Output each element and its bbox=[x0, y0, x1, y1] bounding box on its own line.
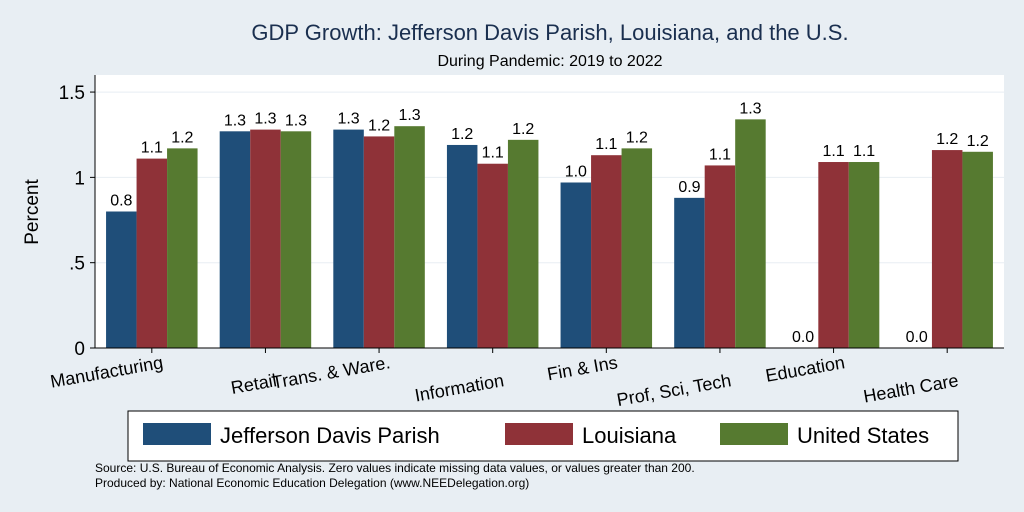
data-label-jefferson-davis-parish-information: 1.2 bbox=[451, 126, 473, 143]
data-label-louisiana-information: 1.1 bbox=[482, 145, 504, 162]
bar-united-states-fin-ins bbox=[621, 148, 653, 348]
bars bbox=[106, 119, 993, 348]
data-label-louisiana-health-care: 1.2 bbox=[936, 131, 958, 148]
data-label-jefferson-davis-parish-education: 0.0 bbox=[792, 329, 814, 346]
bar-jefferson-davis-parish-fin-ins bbox=[560, 182, 592, 348]
y-tick-label: 0 bbox=[74, 339, 85, 360]
bar-louisiana-information bbox=[477, 163, 508, 348]
data-label-jefferson-davis-parish-prof-sci-tech: 0.9 bbox=[678, 179, 700, 196]
legend-label-united-states: United States bbox=[797, 423, 929, 448]
bar-united-states-health-care bbox=[962, 151, 993, 348]
data-label-united-states-information: 1.2 bbox=[512, 121, 534, 138]
bar-jefferson-davis-parish-information bbox=[446, 144, 478, 348]
chart-subtitle: During Pandemic: 2019 to 2022 bbox=[437, 53, 662, 70]
bar-louisiana-education bbox=[818, 162, 849, 348]
legend-swatch-jefferson bbox=[143, 423, 211, 445]
bar-united-states-prof-sci-tech bbox=[735, 119, 766, 348]
data-label-louisiana-trans-ware: 1.2 bbox=[368, 117, 390, 134]
y-axis-label: Percent bbox=[22, 179, 43, 245]
y-ticks: 0 .5 1 1.5 bbox=[59, 83, 95, 360]
data-label-jefferson-davis-parish-fin-ins: 1.0 bbox=[565, 163, 587, 180]
data-label-united-states-prof-sci-tech: 1.3 bbox=[739, 100, 761, 117]
bar-jefferson-davis-parish-manufacturing bbox=[106, 211, 137, 348]
source-note: Source: U.S. Bureau of Economic Analysis… bbox=[95, 461, 695, 475]
data-label-louisiana-manufacturing: 1.1 bbox=[141, 140, 163, 157]
bar-louisiana-trans-ware bbox=[363, 136, 395, 348]
bar-louisiana-manufacturing bbox=[136, 158, 168, 348]
legend-label-jefferson: Jefferson Davis Parish bbox=[220, 423, 440, 448]
y-tick-label: 1 bbox=[74, 168, 85, 189]
bar-united-states-information bbox=[507, 139, 539, 348]
data-label-jefferson-davis-parish-trans-ware: 1.3 bbox=[337, 111, 359, 128]
data-label-united-states-fin-ins: 1.2 bbox=[626, 129, 648, 146]
data-label-jefferson-davis-parish-manufacturing: 0.8 bbox=[110, 193, 132, 210]
data-label-united-states-trans-ware: 1.3 bbox=[398, 107, 420, 124]
bar-louisiana-prof-sci-tech bbox=[704, 165, 736, 348]
bar-jefferson-davis-parish-prof-sci-tech bbox=[674, 197, 705, 348]
data-label-jefferson-davis-parish-health-care: 0.0 bbox=[906, 329, 928, 346]
bar-united-states-trans-ware bbox=[394, 126, 425, 348]
data-label-louisiana-fin-ins: 1.1 bbox=[595, 136, 617, 153]
bar-jefferson-davis-parish-retail bbox=[219, 131, 251, 348]
data-label-jefferson-davis-parish-retail: 1.3 bbox=[224, 112, 246, 129]
bar-united-states-manufacturing bbox=[167, 148, 198, 348]
bar-data-labels: 0.8 1.1 1.2 1.3 1.3 1.3 1.3 1.2 1.3 1.2 1.1 1.2 1.0 1… bbox=[110, 100, 989, 346]
y-tick-label: 1.5 bbox=[59, 83, 85, 104]
legend-swatch-louisiana bbox=[505, 423, 573, 445]
y-tick-label: .5 bbox=[69, 254, 85, 275]
data-label-united-states-health-care: 1.2 bbox=[967, 133, 989, 150]
bar-louisiana-health-care bbox=[931, 150, 963, 348]
data-label-louisiana-prof-sci-tech: 1.1 bbox=[709, 146, 731, 163]
data-label-louisiana-retail: 1.3 bbox=[254, 111, 276, 128]
data-label-united-states-retail: 1.3 bbox=[285, 112, 307, 129]
produced-by-note: Produced by: National Economic Education… bbox=[95, 476, 529, 490]
data-label-united-states-manufacturing: 1.2 bbox=[171, 129, 193, 146]
data-label-united-states-education: 1.1 bbox=[853, 143, 875, 160]
legend-swatch-united-states bbox=[720, 423, 788, 445]
bar-jefferson-davis-parish-trans-ware bbox=[333, 129, 364, 348]
legend-label-louisiana: Louisiana bbox=[582, 423, 677, 448]
data-label-louisiana-education: 1.1 bbox=[822, 143, 844, 160]
bar-united-states-education bbox=[848, 162, 880, 348]
bar-united-states-retail bbox=[280, 131, 312, 348]
legend: Jefferson Davis Parish Louisiana United … bbox=[127, 410, 959, 462]
chart-title: GDP Growth: Jefferson Davis Parish, Loui… bbox=[251, 20, 848, 45]
bar-louisiana-retail bbox=[250, 129, 281, 348]
bar-louisiana-fin-ins bbox=[591, 155, 622, 348]
